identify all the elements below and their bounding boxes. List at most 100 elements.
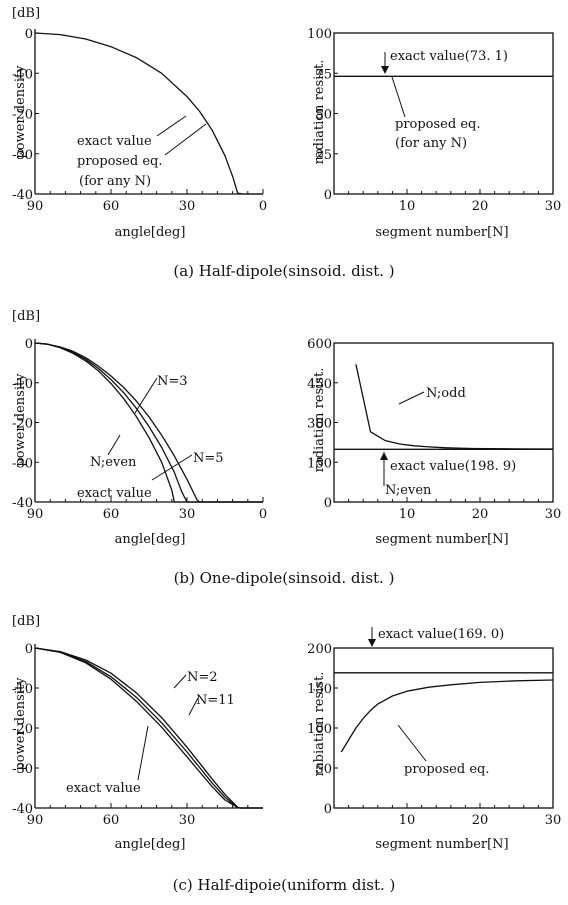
plot-frame (333, 647, 554, 809)
y-tick-label: 0 (324, 496, 332, 511)
y-tick-label: 75 (315, 67, 332, 82)
annotation-n-2: N=2 (187, 670, 218, 685)
annotation-n-even: N;even (90, 455, 137, 470)
y-tick-label: -30 (12, 762, 33, 777)
y-tick-label: -20 (12, 108, 33, 123)
y-tick-label: 25 (315, 148, 332, 163)
chart-c-power-density: [dB] power density angle[deg] 0 -10 -20 -30… (12, 614, 263, 852)
y-tick-label: -20 (12, 722, 33, 737)
x-tick-label: 30 (179, 507, 196, 522)
y-tick-label: -40 (12, 496, 33, 511)
chart-a-right-xlabel: segment number[N] (375, 225, 508, 240)
x-tick-label: 30 (179, 813, 196, 828)
annotation-exact-value: exact value (77, 134, 152, 149)
x-tick-label: 10 (399, 199, 416, 214)
chart-a-left-xlabel: angle[deg] (115, 225, 186, 240)
chart-c-left-xlabel: angle[deg] (115, 837, 186, 852)
x-tick-label: 60 (103, 507, 120, 522)
x-tick-label: 30 (545, 507, 562, 522)
x-tick-label: 20 (472, 507, 489, 522)
annotation-proposed-eq: proposed eq. (404, 762, 489, 777)
annotation-n-even: N;even (385, 483, 432, 498)
y-tick-label: 600 (307, 337, 332, 352)
y-tick-label: 150 (307, 456, 332, 471)
annotation-proposed-eq: proposed eq. (77, 154, 162, 169)
annotation-n-11: N=11 (196, 693, 235, 708)
y-tick-label: -30 (12, 456, 33, 471)
series-line-0 (34, 342, 263, 503)
chart-b-left-xlabel: angle[deg] (115, 532, 186, 547)
y-tick-label: 100 (307, 27, 332, 42)
chart-b-radiation-resistance: radiation resist. segment number[N] 0 150… (307, 337, 561, 547)
chart-c-right-ylabel: rabiation resist. (312, 672, 327, 777)
chart-a-left-ylabel: power density (13, 65, 28, 159)
y-tick-label: 100 (307, 722, 332, 737)
x-tick-label: 10 (399, 507, 416, 522)
annotation-for-any-n: (for any N) (79, 174, 151, 189)
y-tick-label: -10 (12, 682, 33, 697)
series-line-2 (34, 342, 263, 503)
chart-b-right-ylabel: radiation resist. (312, 368, 327, 473)
y-tick-label: 150 (307, 682, 332, 697)
y-tick-label: 0 (25, 27, 33, 42)
x-tick-label: 60 (103, 813, 120, 828)
x-tick-label: 0 (259, 199, 267, 214)
x-tick-label: 90 (27, 813, 44, 828)
y-tick-label: -40 (12, 802, 33, 817)
annotation-exact-value: exact value (66, 781, 141, 796)
y-tick-label: 0 (324, 802, 332, 817)
y-tick-label: 50 (315, 108, 332, 123)
y-tick-label: 200 (307, 642, 332, 657)
x-tick-label: 90 (27, 199, 44, 214)
chart-b-right-xlabel: segment number[N] (375, 532, 508, 547)
annotation-exact-value: exact value (77, 486, 152, 501)
chart-b-left-unit: [dB] (12, 309, 40, 324)
annotation-n-3: N=3 (157, 374, 188, 389)
x-tick-label: 90 (27, 507, 44, 522)
series-line-2 (34, 647, 263, 809)
annotation-exact-value: exact value(198. 9) (390, 459, 516, 474)
y-tick-label: -40 (12, 188, 33, 203)
y-tick-label: -10 (12, 67, 33, 82)
series-line-1 (34, 342, 263, 503)
series-line-0 (34, 32, 263, 195)
x-tick-label: 10 (399, 813, 416, 828)
x-tick-label: 30 (545, 813, 562, 828)
chart-c-radiation-resistance: rabiation resist. segment number[N] 0 50 1… (307, 627, 561, 852)
chart-c-right-xlabel: segment number[N] (375, 837, 508, 852)
chart-a-power-density: [dB] power density angle[deg] 0 -10 -20 -30… (12, 6, 267, 240)
annotation-proposed-eq: proposed eq. (395, 117, 480, 132)
x-tick-label: 20 (472, 199, 489, 214)
plot-frame (333, 342, 554, 503)
x-tick-label: 0 (259, 507, 267, 522)
annotation-exact-value: exact value(73. 1) (390, 49, 508, 64)
y-tick-label: 50 (315, 762, 332, 777)
caption-c: (c) Half-dipoie(uniform dist. ) (173, 876, 396, 894)
series-line-0 (355, 364, 554, 450)
x-tick-label: 30 (179, 199, 196, 214)
chart-b-power-density: [dB] power density angle[deg] 0 -10 -20 -30… (12, 309, 267, 547)
chart-b-left-ylabel: power density (13, 373, 28, 467)
x-tick-label: 30 (545, 199, 562, 214)
y-tick-label: -20 (12, 417, 33, 432)
annotation-n-odd: N;odd (426, 386, 466, 401)
chart-a-left-unit: [dB] (12, 6, 40, 21)
chart-a-right-ylabel: radiation resist. (312, 60, 327, 165)
caption-b: (b) One-dipole(sinsoid. dist. ) (174, 569, 395, 587)
y-tick-label: -10 (12, 377, 33, 392)
y-tick-label: 0 (324, 188, 332, 203)
chart-c-left-ylabel: power density (13, 677, 28, 771)
annotation-for-any-n: (for any N) (395, 136, 467, 151)
y-tick-label: 0 (25, 642, 33, 657)
x-tick-label: 60 (103, 199, 120, 214)
caption-a: (a) Half-dipole(sinsoid. dist. ) (173, 262, 394, 280)
y-tick-label: 450 (307, 377, 332, 392)
x-tick-label: 20 (472, 813, 489, 828)
chart-c-left-unit: [dB] (12, 614, 40, 629)
series-line-0 (340, 679, 554, 753)
annotation-exact-value: exact value(169. 0) (378, 627, 504, 642)
y-tick-label: -30 (12, 148, 33, 163)
annotation-n-5: N=5 (193, 451, 224, 466)
chart-a-radiation-resistance: radiation resist. segment number[N] 0 25 5… (307, 27, 561, 240)
